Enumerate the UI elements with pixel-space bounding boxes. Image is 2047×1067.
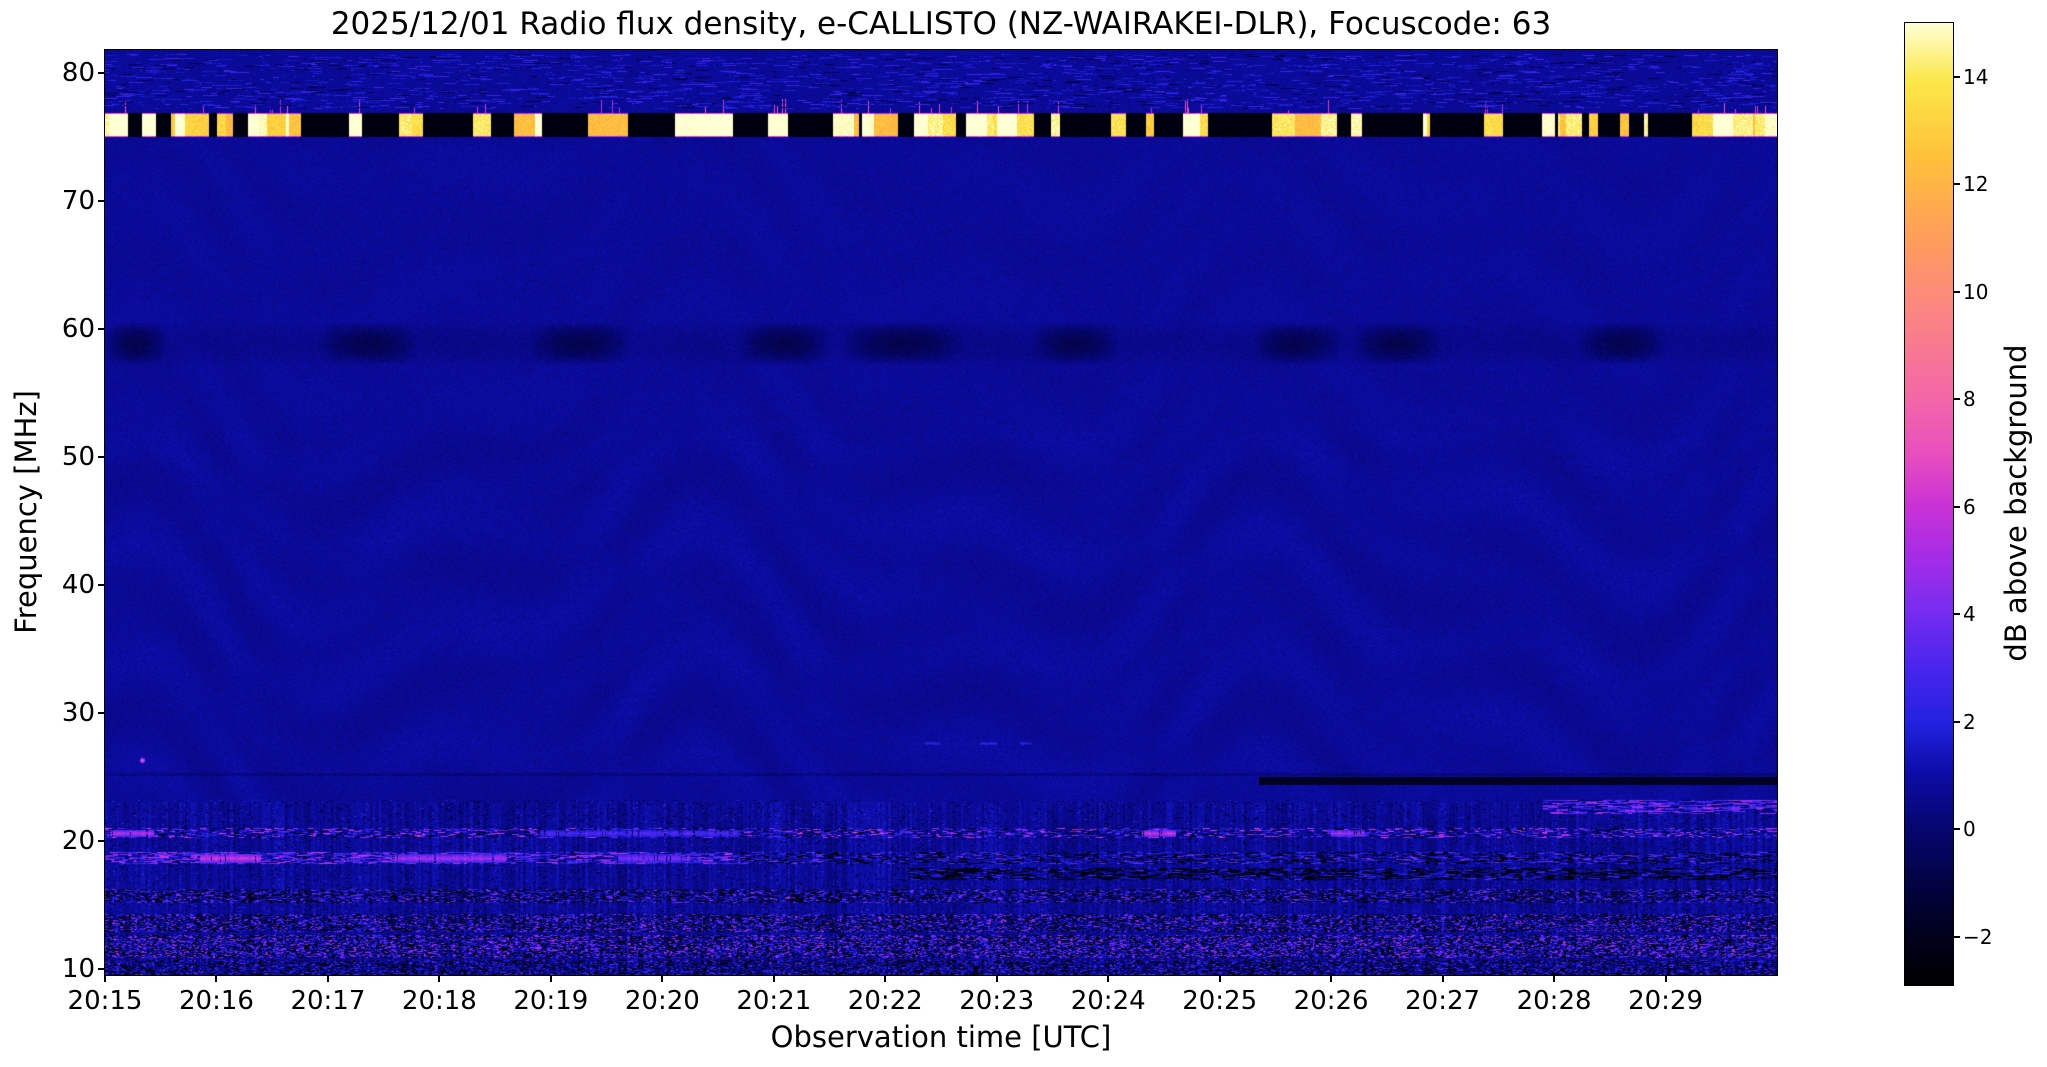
- x-tick-mark: [1664, 975, 1667, 982]
- colorbar-tick-label: −2: [1963, 924, 1993, 949]
- y-tick-label: 70: [61, 185, 95, 216]
- x-axis-label: Observation time [UTC]: [770, 1020, 1112, 1054]
- x-tick-label: 20:15: [67, 986, 143, 1016]
- x-tick-label: 20:27: [1405, 986, 1481, 1016]
- colorbar-tick-label: 10: [1963, 279, 1989, 304]
- x-tick-label: 20:24: [1070, 986, 1146, 1016]
- chart-title: 2025/12/01 Radio flux density, e-CALLIST…: [330, 6, 1552, 42]
- colorbar-tick-mark: [1953, 183, 1960, 186]
- y-tick-mark: [98, 455, 105, 458]
- y-tick-label: 10: [61, 953, 95, 984]
- x-tick-mark: [326, 975, 329, 982]
- x-tick-label: 20:25: [1182, 986, 1258, 1016]
- y-tick-label: 40: [61, 569, 95, 600]
- colorbar: [1904, 22, 1954, 986]
- colorbar-tick-label: 2: [1963, 709, 1976, 734]
- x-tick-label: 20:19: [513, 986, 589, 1016]
- x-tick-mark: [772, 975, 775, 982]
- x-tick-label: 20:16: [178, 986, 254, 1016]
- colorbar-tick-label: 4: [1963, 602, 1976, 627]
- colorbar-tick-mark: [1953, 398, 1960, 401]
- y-tick-label: 80: [61, 58, 95, 89]
- colorbar-tick-mark: [1953, 935, 1960, 938]
- colorbar-tick-label: 12: [1963, 172, 1989, 197]
- x-tick-label: 20:22: [847, 986, 923, 1016]
- y-tick-mark: [98, 967, 105, 970]
- colorbar-tick-mark: [1953, 613, 1960, 616]
- y-tick-mark: [98, 583, 105, 586]
- y-tick-mark: [98, 327, 105, 330]
- colorbar-tick-mark: [1953, 290, 1960, 293]
- y-tick-label: 60: [61, 313, 95, 344]
- y-tick-mark: [98, 711, 105, 714]
- x-tick-mark: [1107, 975, 1110, 982]
- x-tick-mark: [1330, 975, 1333, 982]
- x-tick-label: 20:29: [1628, 986, 1703, 1016]
- y-tick-label: 20: [61, 825, 95, 856]
- x-tick-mark: [1553, 975, 1556, 982]
- colorbar-tick-mark: [1953, 828, 1960, 831]
- x-tick-mark: [104, 975, 106, 982]
- colorbar-tick-mark: [1953, 720, 1960, 723]
- y-tick-label: 30: [61, 697, 95, 728]
- colorbar-tick-mark: [1953, 75, 1960, 78]
- x-tick-mark: [995, 975, 998, 982]
- colorbar-tick-label: 0: [1963, 817, 1976, 842]
- spectrogram-canvas: [105, 50, 1777, 975]
- colorbar-tick-label: 8: [1963, 387, 1976, 412]
- y-tick-mark: [98, 199, 105, 202]
- x-tick-mark: [215, 975, 218, 982]
- x-tick-label: 20:18: [401, 986, 477, 1016]
- x-tick-label: 20:17: [290, 986, 366, 1016]
- colorbar-canvas: [1905, 23, 1953, 985]
- x-tick-label: 20:21: [736, 986, 812, 1016]
- colorbar-tick-label: 6: [1963, 494, 1976, 519]
- y-tick-mark: [98, 72, 105, 75]
- y-tick-mark: [98, 839, 105, 842]
- colorbar-tick-mark: [1953, 505, 1960, 508]
- x-tick-label: 20:23: [959, 986, 1035, 1016]
- x-tick-label: 20:20: [624, 986, 700, 1016]
- x-tick-label: 20:26: [1293, 986, 1369, 1016]
- x-tick-mark: [884, 975, 887, 982]
- x-tick-mark: [549, 975, 552, 982]
- x-tick-label: 20:28: [1516, 986, 1592, 1016]
- x-tick-mark: [1441, 975, 1444, 982]
- spectrogram-plot: [104, 49, 1778, 976]
- y-tick-label: 50: [61, 441, 95, 472]
- colorbar-tick-label: 14: [1963, 64, 1989, 89]
- x-tick-mark: [438, 975, 441, 982]
- x-tick-mark: [1218, 975, 1221, 982]
- colorbar-label: dB above background: [1999, 344, 2033, 662]
- x-tick-mark: [661, 975, 664, 982]
